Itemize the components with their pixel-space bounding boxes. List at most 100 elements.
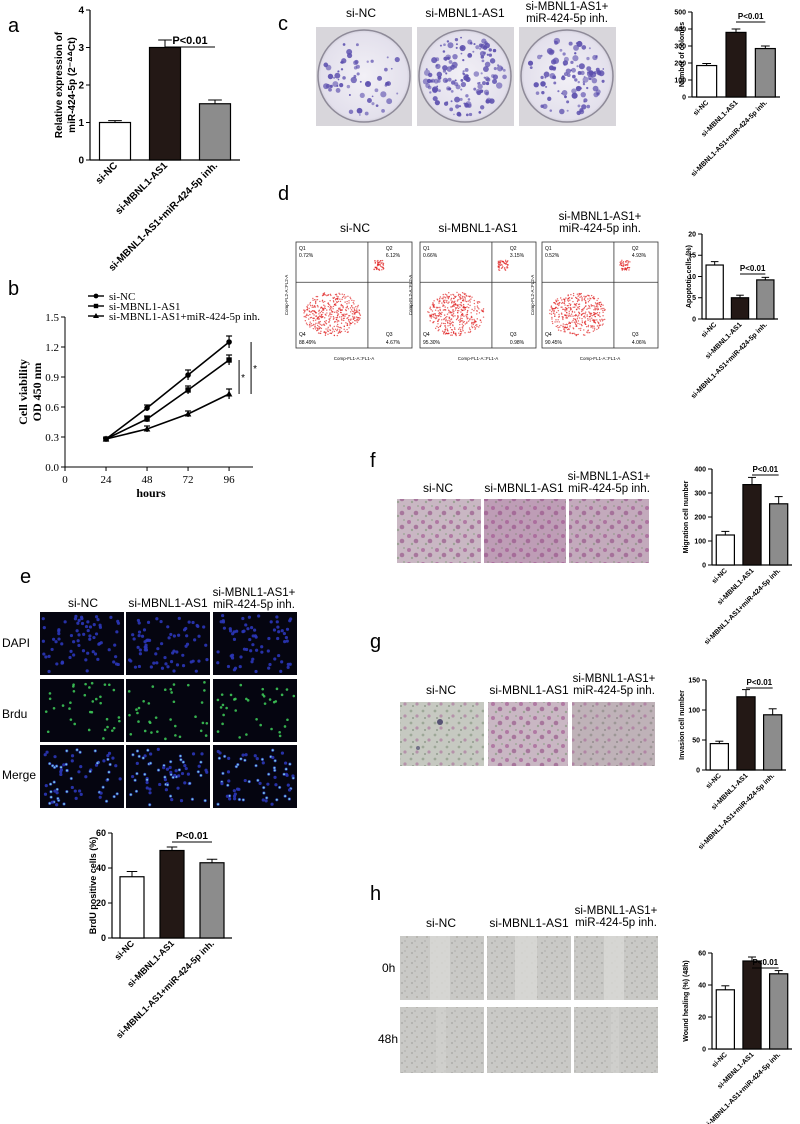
d-bar-1 [705, 264, 724, 320]
facs-event [572, 319, 574, 322]
dapi-nucleus [233, 666, 238, 670]
facs-event [564, 331, 566, 333]
facs-event [331, 313, 333, 316]
facs-event [309, 301, 312, 304]
colony-dot [384, 67, 388, 72]
facs-event [441, 319, 443, 321]
f-bar-1 [715, 534, 735, 566]
facs-event [450, 294, 452, 296]
facs-event [457, 315, 459, 317]
facs-event [460, 320, 462, 322]
significance-label: P<0.01 [753, 958, 779, 967]
facs-x-label: Comp-FL1-A::FL1-A [458, 356, 499, 361]
facs-event [583, 329, 585, 331]
facs-event [576, 308, 578, 311]
facs-event [587, 329, 589, 331]
merge-overlap [60, 766, 63, 769]
facs-event [434, 314, 437, 317]
colony-dot [529, 66, 533, 70]
merge-overlap [56, 797, 59, 800]
facs-event [553, 311, 555, 313]
facs-event [470, 316, 472, 318]
merge-nucleus [79, 792, 83, 796]
facs-event [374, 261, 377, 264]
colony-dot [327, 73, 334, 80]
dapi-nucleus [85, 669, 89, 673]
facs-event [506, 265, 508, 268]
colony-dot [489, 98, 495, 104]
facs-event [304, 309, 306, 312]
facs-event [459, 323, 461, 326]
facs-event [627, 263, 629, 265]
dapi-nucleus [79, 615, 84, 619]
facs-event [454, 300, 456, 303]
merge-nucleus [216, 749, 220, 754]
facs-event [315, 322, 317, 325]
x-tick-label: si-NC [711, 1051, 729, 1069]
brdu-nucleus [204, 734, 208, 737]
colony-dot [492, 74, 499, 80]
facs-event [476, 324, 478, 326]
dapi-nucleus [92, 623, 96, 627]
facs-event [497, 260, 500, 263]
facs-event [621, 259, 623, 262]
dapi-nucleus [114, 655, 118, 659]
facs-event [597, 322, 600, 324]
legend-label: si-MBNL1-AS1 [109, 301, 181, 313]
facs-event [554, 315, 556, 318]
facs-event [442, 305, 444, 307]
y-tick-label: 0 [702, 562, 706, 569]
e-bar-3 [199, 862, 225, 939]
facs-event [598, 304, 601, 306]
facs-event [586, 331, 588, 333]
merge-nucleus [70, 754, 75, 758]
brdu-nucleus [205, 721, 209, 725]
facs-event [339, 329, 341, 331]
facs-event [501, 260, 504, 263]
colony-dot [500, 67, 504, 70]
colony-dot [465, 94, 469, 98]
marker-point [225, 390, 233, 397]
facs-event [597, 321, 599, 323]
facs-event [591, 304, 594, 307]
facs-event [503, 262, 506, 264]
marker-point [185, 372, 191, 378]
facs-event [348, 300, 350, 302]
y-axis-label: Relative expression of [54, 31, 65, 138]
dapi-nucleus [285, 639, 289, 643]
facs-event [476, 325, 478, 328]
colony-dot [483, 76, 486, 79]
colony-dot [460, 52, 463, 55]
facs-event [460, 317, 462, 319]
merge-nucleus [266, 782, 270, 786]
facs-event [564, 323, 566, 326]
facs-event [583, 307, 585, 310]
facs-event [577, 299, 579, 301]
facs-event [449, 317, 451, 319]
brdu-nucleus [44, 710, 48, 713]
colony-dot [492, 48, 497, 53]
colony-dot [583, 100, 586, 103]
dapi-nucleus [115, 630, 119, 634]
facs-event [582, 308, 584, 310]
colony-dot [374, 88, 379, 93]
facs-event [467, 320, 470, 322]
colony-dot [544, 76, 547, 79]
facs-event [575, 303, 578, 305]
facs-event [480, 309, 483, 311]
dapi-nucleus [254, 648, 259, 652]
facs-event [568, 310, 570, 312]
colony-dot [350, 76, 357, 84]
colony-dot [447, 77, 452, 82]
dapi-nucleus [99, 641, 103, 645]
facs-event [438, 318, 440, 320]
facs-event [339, 298, 341, 300]
brdu-nucleus [99, 701, 102, 705]
facs-event [338, 292, 340, 294]
facs-event [376, 260, 378, 262]
facs-event [565, 315, 567, 317]
dapi-nucleus [69, 649, 73, 653]
c-image-label-3: si-MBNL1-AS1+ miR-424-5p inh. [526, 1, 609, 25]
facs-event [557, 329, 560, 331]
d-image-label-2: si-MBNL1-AS1 [438, 221, 518, 235]
